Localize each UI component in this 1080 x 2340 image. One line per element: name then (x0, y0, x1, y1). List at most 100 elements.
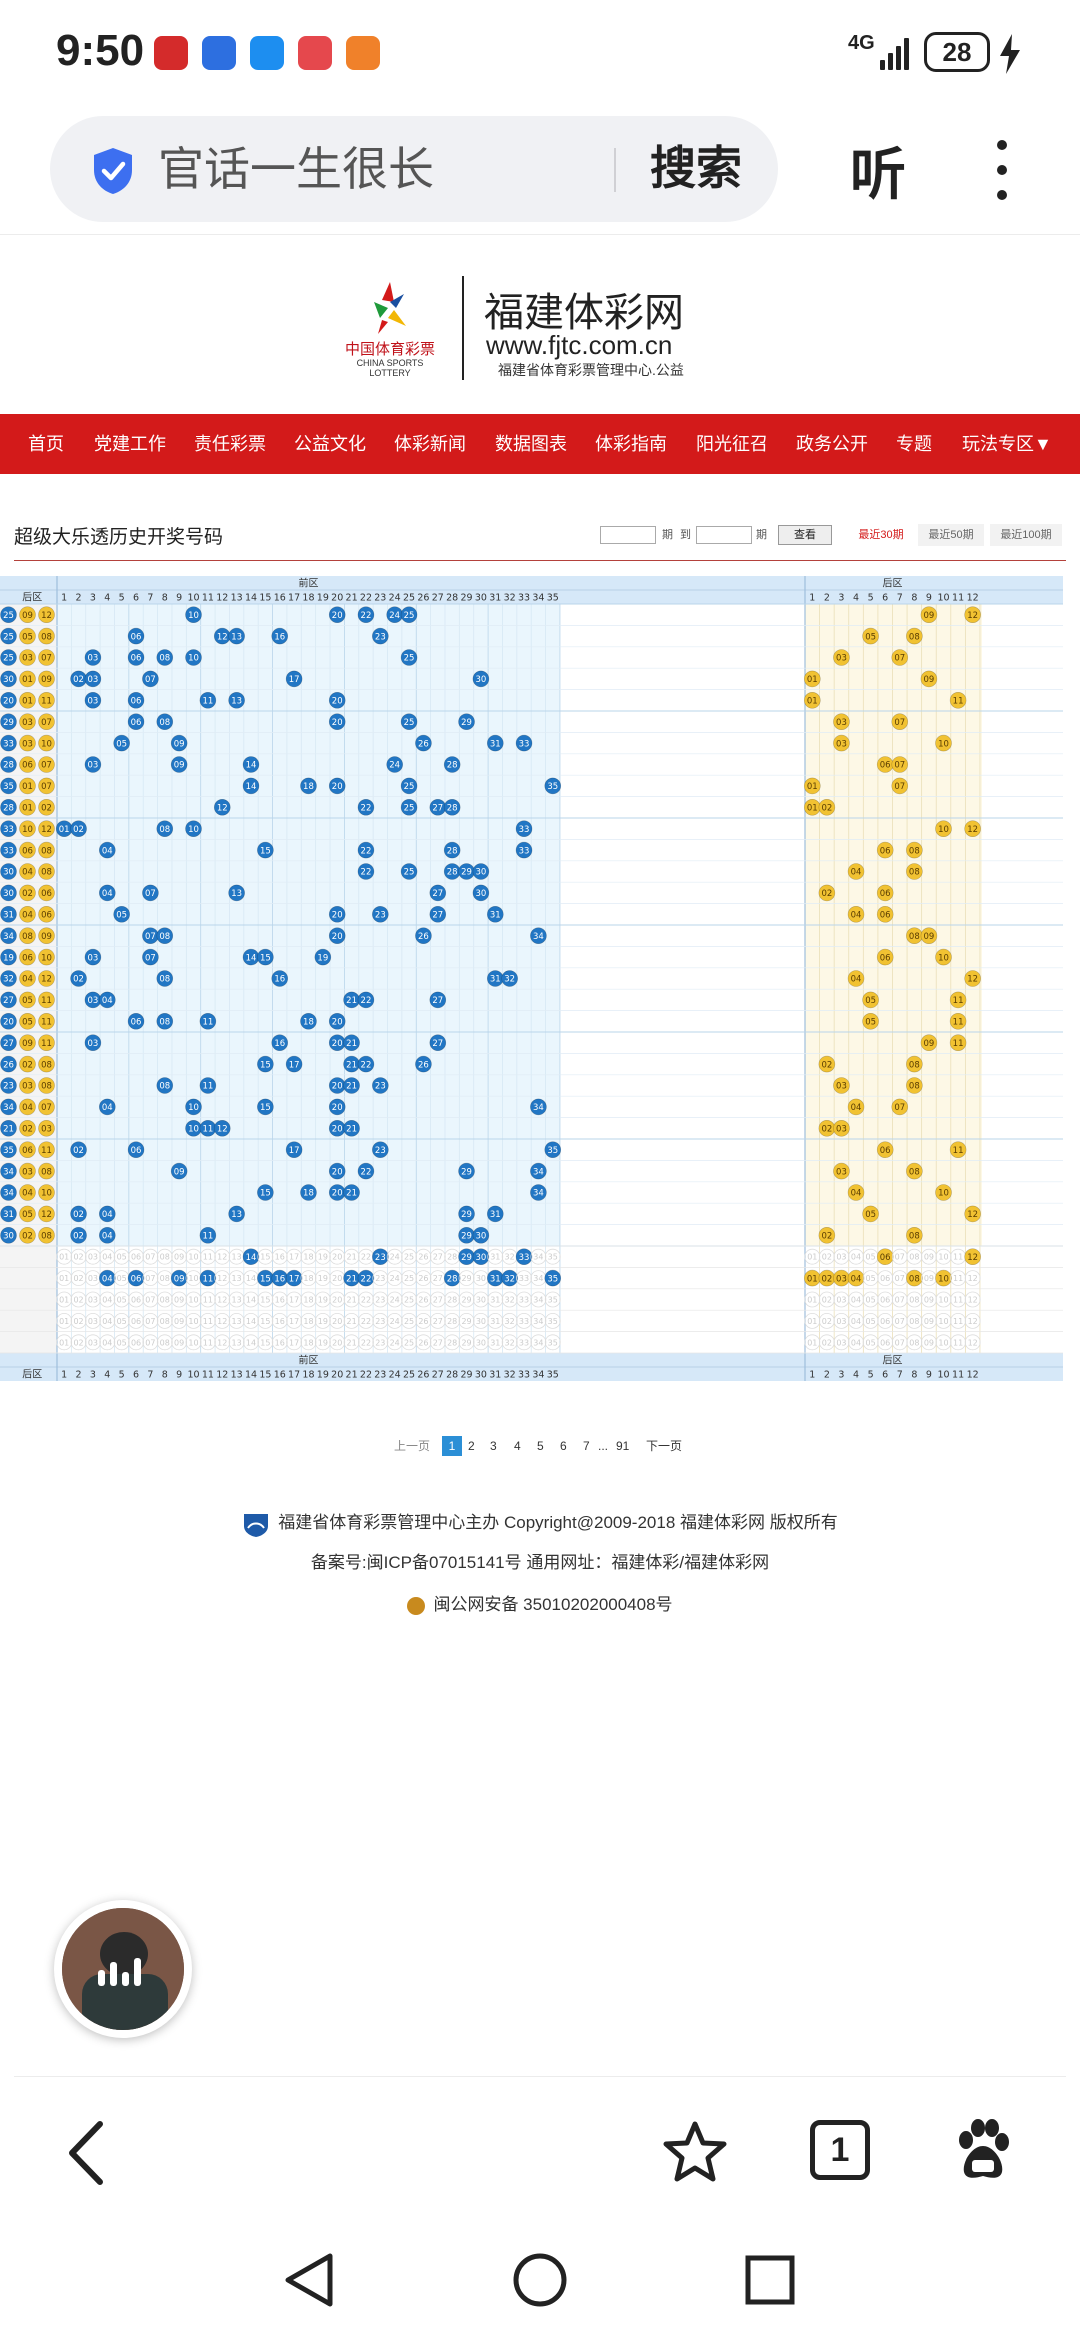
front-ball-17 (285, 1055, 303, 1073)
summary-front-ghost-label: 05 (117, 1274, 127, 1283)
more-menu-icon[interactable] (992, 136, 1012, 204)
front-ball-07-label: 07 (145, 953, 156, 963)
page-link-7[interactable]: 7 (583, 1439, 590, 1453)
back-ball-04-label: 04 (851, 911, 862, 921)
tab-count-icon[interactable]: 1 (810, 2120, 870, 2180)
sports-lottery-logo-icon[interactable] (360, 280, 420, 336)
summary-back-ghost (804, 1291, 821, 1308)
prefix-ball (38, 1205, 55, 1223)
address-text[interactable]: 官话一生很长 (158, 143, 434, 195)
top-front-col-15: 15 (259, 593, 271, 604)
back-icon[interactable] (62, 2118, 112, 2188)
top-front-col-2: 2 (76, 593, 82, 604)
nav-party[interactable]: 党建工作 (94, 434, 166, 454)
summary-front-ghost-label: 34 (533, 1338, 543, 1347)
summary-front-ghost (171, 1334, 188, 1351)
summary-back-ghost (833, 1334, 850, 1351)
prefix-ball (38, 841, 55, 859)
front-ball-23 (372, 1077, 389, 1094)
summary-front-ball-label: 17 (289, 1274, 300, 1284)
prefix-ball-label: 08 (41, 1232, 52, 1242)
bottom-front-col-13: 13 (231, 1370, 243, 1381)
page-link-4[interactable]: 4 (514, 1439, 521, 1453)
tab-recent-30[interactable]: 最近30期 (848, 524, 914, 546)
summary-front-ghost (85, 1248, 101, 1265)
nav-welfare[interactable]: 公益文化 (294, 434, 366, 454)
prefix-ball (19, 1034, 36, 1052)
summary-front-ghost (142, 1313, 159, 1329)
front-ball-03 (84, 649, 102, 666)
front-ball-15-label: 15 (260, 953, 271, 963)
nav-special[interactable]: 专题 (896, 434, 932, 454)
nav-charts[interactable]: 数据图表 (495, 434, 567, 454)
nav-responsible[interactable]: 责任彩票 (194, 434, 266, 454)
front-ball-20 (328, 777, 346, 795)
prefix-ball (19, 1141, 36, 1159)
summary-front-ghost (214, 1291, 231, 1308)
top-back-col-7: 7 (897, 593, 903, 604)
summary-back-ghost (833, 1291, 850, 1308)
address-bar[interactable]: 官话一生很长 搜索 (50, 116, 778, 222)
prefix-ball-label: 01 (22, 782, 33, 792)
page-link-5[interactable]: 5 (537, 1439, 544, 1453)
summary-front-ghost (530, 1313, 547, 1329)
prefix-ball-label: 33 (3, 846, 14, 856)
back-ball-07-label: 07 (894, 718, 905, 728)
front-ball-34-label: 34 (533, 932, 544, 942)
front-ball-03 (84, 670, 102, 688)
end-period-input[interactable] (696, 526, 752, 544)
nav-government[interactable]: 政务公开 (796, 434, 868, 454)
back-ball-12 (964, 820, 981, 837)
prefix-ball-label: 21 (3, 1125, 14, 1135)
query-button[interactable]: 查看 (778, 525, 832, 545)
page-link-2[interactable]: 2 (468, 1439, 475, 1453)
bottom-front-col-19: 19 (317, 1370, 329, 1381)
tab-recent-100[interactable]: 最近100期 (990, 524, 1062, 546)
summary-front-ghost (257, 1334, 274, 1351)
summary-front-ghost-label: 28 (447, 1253, 457, 1262)
summary-front-ghost-label: 14 (246, 1338, 256, 1347)
tab-recent-50[interactable]: 最近50期 (918, 524, 984, 546)
site-name[interactable]: 福建体彩网 (484, 291, 684, 335)
system-home-icon[interactable] (512, 2252, 568, 2308)
bottom-back-col-4: 4 (853, 1370, 859, 1381)
top-front-col-1: 1 (61, 593, 67, 604)
front-ball-03 (84, 1034, 102, 1052)
summary-front-ghost-label: 32 (505, 1296, 515, 1305)
floating-audio-player[interactable] (54, 1900, 192, 2038)
summary-back-ghost-label: 10 (938, 1338, 948, 1347)
front-ball-29 (458, 1205, 475, 1223)
nav-home[interactable]: 首页 (28, 434, 64, 454)
nav-news[interactable]: 体彩新闻 (394, 434, 466, 454)
next-page-link[interactable]: 下一页 (646, 1439, 683, 1453)
nav-recruit[interactable]: 阳光征召 (696, 434, 768, 454)
system-back-icon[interactable] (282, 2252, 336, 2308)
prev-page-link[interactable]: 上一页 (394, 1439, 431, 1453)
front-ball-23-label: 23 (375, 911, 386, 921)
summary-front-ghost (128, 1248, 144, 1265)
nav-games[interactable]: 玩法专区▼ (962, 434, 1052, 454)
page-link-6[interactable]: 6 (560, 1439, 567, 1453)
summary-front-ghost (343, 1313, 360, 1329)
page-link-1[interactable]: 1 (442, 1436, 462, 1456)
page-link-last[interactable]: 91 (616, 1439, 630, 1453)
start-period-input[interactable] (600, 526, 656, 544)
summary-front-ghost-label: 05 (117, 1317, 127, 1326)
system-recents-icon[interactable] (744, 2254, 796, 2306)
back-ball-08-label: 08 (909, 1060, 920, 1070)
bottom-front-col-31: 31 (489, 1370, 501, 1381)
summary-front-ghost-label: 13 (232, 1338, 242, 1347)
prefix-ball (38, 1184, 55, 1201)
bookmark-star-icon[interactable] (662, 2120, 728, 2184)
baidu-paw-icon[interactable] (950, 2118, 1016, 2184)
search-button[interactable]: 搜索 (650, 142, 742, 194)
front-ball-08-label: 08 (159, 932, 170, 942)
nav-guide[interactable]: 体彩指南 (595, 434, 667, 454)
front-ball-29-label: 29 (461, 868, 472, 878)
page-link-3[interactable]: 3 (490, 1439, 497, 1453)
prefix-ball-label: 11 (41, 697, 52, 707)
listen-button[interactable]: 听 (850, 143, 906, 206)
bottom-front-col-9: 9 (176, 1370, 182, 1381)
summary-back-ghost-label: 06 (880, 1296, 890, 1305)
back-ball-04-label: 04 (851, 1189, 862, 1199)
